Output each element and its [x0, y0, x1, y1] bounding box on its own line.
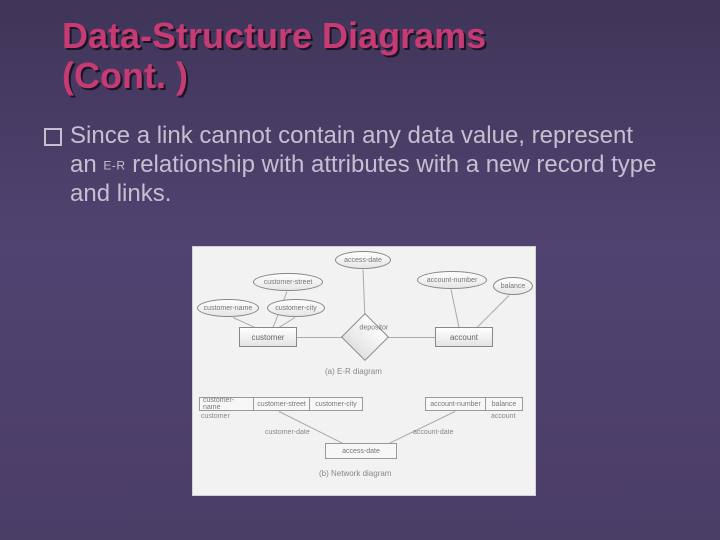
er-attribute-account-number: account-number	[417, 271, 487, 289]
nd-caption: (b) Network diagram	[319, 469, 391, 478]
nd-row-account: account-numberbalance	[425, 397, 523, 411]
title-line2-main: (Cont. )	[62, 55, 188, 96]
bullet-marker-icon	[44, 128, 62, 146]
nd-cell: customer-name	[200, 398, 254, 410]
er-attribute-customer-name: customer-name	[197, 299, 259, 317]
slide-title: Data-Structure Diagrams (Cont. )	[62, 16, 486, 97]
er-attribute-access-date: access-date	[335, 251, 391, 269]
nd-label: account-date	[413, 429, 453, 436]
er-entity-account: account	[435, 327, 493, 347]
nd-label: customer-date	[265, 429, 310, 436]
bullet-after: relationship with attributes with a new …	[70, 151, 656, 207]
nd-label: account	[491, 413, 516, 420]
er-caption: (a) E-R diagram	[325, 367, 382, 376]
title-line1-main: Data-Structure Diagrams	[62, 15, 486, 56]
nd-label: customer	[201, 413, 230, 420]
bullet-item: Since a link cannot contain any data val…	[44, 122, 664, 208]
slide: Data-Structure Diagrams (Cont. ) Data-St…	[0, 0, 720, 540]
bullet-text: Since a link cannot contain any data val…	[70, 122, 664, 208]
nd-cell: account-number	[426, 398, 486, 410]
er-relationship-depositor: depositor	[341, 313, 389, 361]
er-entity-customer: customer	[239, 327, 297, 347]
nd-cell: customer-city	[310, 398, 362, 410]
bullet-smallcaps: E-R	[103, 158, 125, 172]
nd-cell: balance	[486, 398, 522, 410]
er-attribute-customer-street: customer-street	[253, 273, 323, 291]
nd-cell: access-date	[326, 444, 396, 458]
nd-row-linkrec: access-date	[325, 443, 397, 459]
nd-cell: customer-street	[254, 398, 310, 410]
nd-row-customer: customer-namecustomer-streetcustomer-cit…	[199, 397, 363, 411]
diagram-figure: access-date customer-street account-number…	[192, 246, 536, 496]
er-attribute-balance: balance	[493, 277, 533, 295]
er-attribute-customer-city: customer-city	[267, 299, 325, 317]
